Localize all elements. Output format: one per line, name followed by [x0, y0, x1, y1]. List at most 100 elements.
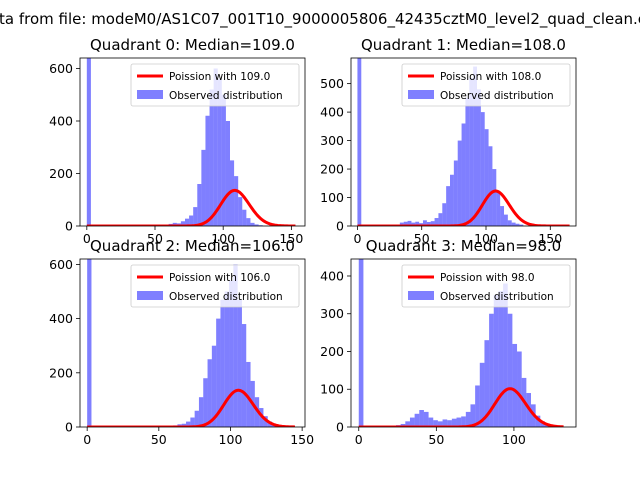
observed-bar — [207, 359, 212, 427]
legend-label-observed: Observed distribution — [440, 291, 554, 303]
legend-swatch-observed — [408, 90, 434, 99]
observed-bar — [224, 291, 230, 427]
x-tick-label: 100 — [211, 231, 235, 246]
observed-bar — [399, 222, 404, 226]
observed-bar — [470, 404, 476, 427]
observed-bar — [465, 97, 470, 226]
observed-bar — [213, 68, 218, 226]
panel-1: 0 50 100 150 0 100 200 300 400 500 Quadrant 1: Med… — [320, 36, 577, 246]
legend-label-observed: Observed distribution — [440, 90, 554, 102]
observed-bar — [86, 58, 91, 226]
x-tick-label: 100 — [502, 432, 526, 447]
legend: Poission with 108.0 Observed distribution — [401, 63, 571, 107]
observed-bar — [430, 221, 435, 226]
observed-bar — [535, 415, 541, 427]
observed-bar — [498, 291, 504, 427]
observed-bar — [493, 294, 499, 427]
observed-bar — [190, 417, 195, 427]
panel-title: Quadrant 3: Median=98.0 — [366, 237, 561, 255]
y-tick-label: 400 — [49, 311, 73, 326]
panel-title: Quadrant 2: Median=106.0 — [90, 237, 295, 255]
panel-title: Quadrant 0: Median=109.0 — [90, 36, 295, 54]
observed-bar — [414, 413, 420, 427]
legend-box — [401, 63, 571, 107]
x-tick-label: 50 — [428, 432, 444, 447]
y-tick-label: 200 — [320, 162, 344, 177]
axes-frame — [79, 57, 306, 227]
y-tick-label: 0 — [336, 219, 344, 234]
y-tick-label: 200 — [49, 166, 73, 181]
observed-bar — [473, 66, 477, 226]
observed-bar — [469, 77, 474, 226]
observed-bar — [438, 213, 443, 226]
observed-bar — [409, 417, 415, 427]
legend-swatch-observed — [408, 291, 434, 300]
plot-area — [357, 58, 570, 226]
observed-bar — [451, 418, 457, 427]
legend-label-poisson: Poission with 109.0 — [169, 71, 270, 83]
x-tick-label: 0 — [83, 432, 91, 447]
observed-bar — [209, 89, 214, 226]
y-tick-label: 200 — [320, 344, 344, 359]
legend-label-observed: Observed distribution — [169, 90, 283, 102]
observed-bar — [512, 343, 518, 427]
observed-bar — [405, 421, 410, 427]
y-tick-label: 400 — [49, 114, 73, 129]
observed-bar — [189, 215, 194, 226]
legend-box — [130, 264, 300, 308]
figure-suptitle: Data from file: modeM0/AS1C07_001T10_900… — [0, 10, 640, 29]
observed-bar — [233, 264, 238, 427]
observed-bar — [447, 420, 452, 427]
observed-bar — [423, 220, 427, 226]
observed-bar — [246, 218, 251, 226]
observed-bar — [428, 417, 434, 427]
legend-label-poisson: Poission with 108.0 — [440, 71, 541, 83]
observed-bar — [461, 123, 466, 226]
panel-0: 0 50 100 150 0 200 400 600 Quadrant 0: Median=10… — [49, 36, 306, 246]
observed-bar — [234, 176, 239, 226]
observed-bar — [457, 140, 462, 226]
panel-2: 0 50 100 150 0 200 400 600 Quadrant 2: Median=10… — [49, 237, 314, 447]
observed-bar — [217, 79, 222, 226]
observed-bar — [263, 416, 268, 427]
observed-bar — [475, 385, 480, 427]
panels: 0 50 100 150 0 200 400 600 Quadrant 0: Median=10… — [49, 36, 577, 447]
observed-bar — [87, 259, 92, 427]
observed-bar — [484, 340, 490, 427]
observed-bar — [426, 222, 431, 226]
x-tick-label: 0 — [355, 432, 363, 447]
observed-bar — [500, 206, 504, 226]
observed-bar — [423, 411, 429, 427]
observed-bar — [193, 207, 198, 226]
observed-bar — [172, 222, 177, 226]
legend-box — [401, 264, 571, 308]
observed-bar — [198, 397, 204, 427]
y-tick-label: 600 — [49, 257, 73, 272]
observed-bar — [437, 421, 443, 427]
legend: Poission with 106.0 Observed distribution — [130, 264, 300, 308]
observed-bar — [442, 419, 448, 427]
observed-bar — [197, 184, 202, 226]
observed-bar — [181, 423, 187, 427]
x-tick-label: 150 — [290, 432, 314, 447]
y-tick-label: 500 — [320, 76, 344, 91]
observed-bar — [479, 362, 485, 427]
x-tick-label: 100 — [219, 432, 243, 447]
observed-bar — [446, 186, 450, 226]
observed-bar — [540, 421, 545, 427]
observed-bar — [492, 169, 497, 226]
y-tick-label: 300 — [320, 306, 344, 321]
observed-bar — [450, 174, 454, 226]
axes-frame — [350, 258, 577, 428]
observed-bar — [194, 410, 199, 427]
observed-bar — [225, 121, 230, 226]
observed-bar — [503, 283, 508, 427]
legend-label-observed: Observed distribution — [169, 291, 283, 303]
observed-bar — [477, 89, 481, 226]
observed-bar — [504, 214, 508, 226]
observed-bar — [434, 218, 439, 226]
y-tick-label: 100 — [320, 190, 344, 205]
x-tick-label: 100 — [474, 231, 498, 246]
x-tick-label: 0 — [83, 231, 91, 246]
